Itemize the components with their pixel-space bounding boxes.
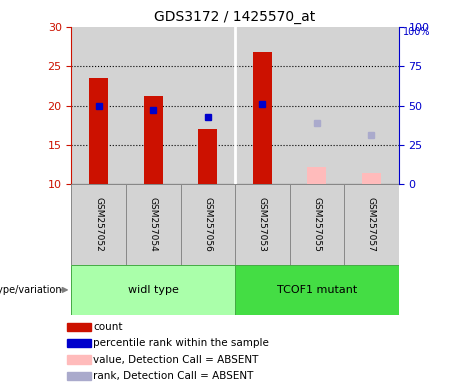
Bar bbox=[67, 372, 91, 380]
Bar bbox=[362, 172, 381, 184]
Bar bbox=[67, 323, 91, 331]
Bar bbox=[198, 129, 218, 184]
Bar bbox=[344, 27, 399, 184]
Bar bbox=[67, 355, 91, 364]
Text: value, Detection Call = ABSENT: value, Detection Call = ABSENT bbox=[93, 354, 259, 364]
Bar bbox=[307, 167, 326, 184]
Bar bbox=[89, 78, 108, 184]
Bar bbox=[290, 184, 344, 265]
Bar bbox=[126, 184, 181, 265]
Text: widl type: widl type bbox=[128, 285, 179, 295]
Bar bbox=[344, 184, 399, 265]
Bar bbox=[181, 184, 235, 265]
Bar bbox=[253, 52, 272, 184]
Text: count: count bbox=[93, 322, 123, 332]
Text: GSM257055: GSM257055 bbox=[313, 197, 321, 252]
Bar bbox=[290, 27, 344, 184]
Text: 100%: 100% bbox=[403, 27, 431, 37]
Text: GSM257052: GSM257052 bbox=[94, 197, 103, 252]
Text: GSM257057: GSM257057 bbox=[367, 197, 376, 252]
Title: GDS3172 / 1425570_at: GDS3172 / 1425570_at bbox=[154, 10, 316, 25]
Bar bbox=[235, 27, 290, 184]
Text: percentile rank within the sample: percentile rank within the sample bbox=[93, 338, 269, 348]
Text: rank, Detection Call = ABSENT: rank, Detection Call = ABSENT bbox=[93, 371, 254, 381]
Text: GSM257054: GSM257054 bbox=[149, 197, 158, 252]
Text: TCOF1 mutant: TCOF1 mutant bbox=[277, 285, 357, 295]
Bar bbox=[235, 184, 290, 265]
Bar bbox=[126, 27, 181, 184]
Text: GSM257056: GSM257056 bbox=[203, 197, 213, 252]
Bar bbox=[144, 96, 163, 184]
Bar bbox=[181, 27, 235, 184]
Bar bbox=[71, 265, 235, 315]
Bar bbox=[71, 184, 126, 265]
Text: genotype/variation: genotype/variation bbox=[0, 285, 62, 295]
Bar bbox=[67, 339, 91, 348]
Text: GSM257053: GSM257053 bbox=[258, 197, 267, 252]
Bar bbox=[71, 27, 126, 184]
Bar bbox=[235, 265, 399, 315]
